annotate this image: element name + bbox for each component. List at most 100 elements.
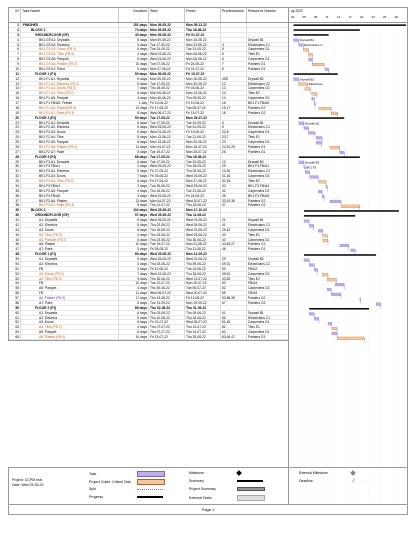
table-row[interactable]: 28 FLOOR 3 (F3) 68 days Tue 17-05-22 Thu 18-… [9,154,289,160]
summary-bar [293,24,406,26]
col-duration[interactable]: Duration [119,8,149,22]
table-row[interactable]: 44 A4: Tiles (FB 3) 4 days Thu 23-06-22 Wed … [9,232,289,238]
table-row[interactable]: 21 BK1.F2.A1: Drywalls 6 days Tue 17-05-22 T… [9,120,289,126]
table-row[interactable]: 6 BK1.GF.A3: Doors (FB 2) 6 days Tue 24-05-… [9,47,289,53]
table-row[interactable]: 60 A1: Drywalls 6 days Thu 02-06-22 Thu 09-0… [9,310,289,316]
row-id: 32 [9,174,21,178]
table-row[interactable]: 58 A7: Paint 5 days Tue 13-09-22 Mon 19-09-2… [9,300,289,306]
table-row[interactable]: 4 BK1.GF.A1: Drywalls 6 days Mon 09-05-22 Mo… [9,37,289,43]
start-date: Tue 17-05-22 [149,115,185,120]
summary-bar [303,254,377,256]
task-name: BK1.F3.A5: Parquet [21,188,119,193]
table-row[interactable]: 47 A7: Paint 5 days Fri 05-08-22 Thu 11-08-2… [9,247,289,253]
table-row[interactable]: 62 A3: Doors 6 days Fri 01-07-22 Wed 06-07-2… [9,320,289,326]
finish-date: Mon 18-07-22 [185,144,221,149]
table-row[interactable]: 8 BK1.GF.A5: Parquet 6 days Wed 01-06-22 Mon… [9,57,289,62]
start-date: Thu 16-06-22 [149,227,185,232]
table-row[interactable]: 26 BK1.F2.A6: Plaster (FB 2) 11 days Mon 04… [9,144,289,150]
col-finish[interactable]: Finish [185,8,221,22]
table-row[interactable]: 17 BK1.F1.FB/A5: Feeder 1 day Fri 10-06-22 F… [9,101,289,106]
finish-date: Mon 19-09-22 [185,300,221,305]
finish-date: Tue 05-07-22 [185,286,221,291]
table-row[interactable]: 29 BK1.F3.A1: Drywalls 6 days Tue 17-05-22 T… [9,159,289,165]
project-date: Date: Wed 03-05-23 [12,483,44,487]
table-row[interactable]: 30 BK1.F3.FB/A1 2 days Wed 25-05-22 Thu 26-0… [9,164,289,170]
table-row[interactable]: 18 BK1.F1.A6: Plaster(FB 5) 13 days Fri 17-… [9,105,289,111]
finish-date: Mon 20-06-22 [185,140,221,144]
row-id: 22 [9,125,21,130]
table-row[interactable]: 56 FB 11 days Wed 06-07-22 Wed 20-07-22 55 FB/… [9,291,289,296]
table-row[interactable]: 45 A5: Parquet (FB 2) 6 days Thu 23-06-22 Th… [9,237,289,243]
table-row[interactable]: 25 BK1.F2.A5: Parquet 6 days Mon 13-06-22 Mo… [9,140,289,145]
predecessors: 22,8 [221,130,247,135]
table-row[interactable]: 53 A4: Tiles (FB 3) 9 days Thu 30-06-22 Wed … [9,276,289,282]
task-name: A5: Parquet [21,286,119,291]
table-row[interactable]: 46 A6: Plaster 10 days Tue 19-07-22 Mon 01-0… [9,242,289,248]
table-row[interactable]: 27 BK1.F2.A7: Paint 5 days Tue 19-07-22 Mon … [9,149,289,155]
duration: 5 days [119,222,149,227]
predecessors: 52 [221,286,247,291]
col-id[interactable]: ID [9,8,21,22]
table-row[interactable]: 50 A2: Electrics 5 days Thu 02-06-22 Thu 09-… [9,261,289,267]
table-row[interactable]: 64 A5: Parquet 6 days Thu 07-07-22 Thu 14-07… [9,330,289,335]
task-bar [318,180,327,184]
table-row[interactable]: 14 BK1.F1.A3: Doors (FB 3) 7 days Thu 26-05… [9,86,289,92]
table-row[interactable]: 34 BK1.F3.FB/A4 2 days Tue 28-06-22 Wed 29-0… [9,183,289,189]
row-id: 59 [9,305,21,310]
predecessors: 62 [221,330,247,334]
start-date: Thu 02-06-22 [149,310,185,315]
table-row[interactable]: 57 A6: Plaster (FB 9) 17 days Thu 19-08-22 F… [9,296,289,301]
finish-date: Wed 01-06-22 [185,218,221,222]
table-row[interactable]: 31 BK1.F3.A2: Electrics 5 days Fri 27-05-22… [9,169,289,175]
col-task-name[interactable]: Task Name [21,8,119,22]
table-row[interactable]: 49 A1: Drywalls 6 days Wed 25-05-22 Wed 01-0… [9,257,289,262]
table-row[interactable]: 13 BK1.F1.A2: Electrics (FB 2) 5 days Tue 1… [9,81,289,87]
row-id: 36 [9,193,21,198]
table-row[interactable]: 42 A2: Electrics 5 days Thu 02-06-22 Wed 08-… [9,222,289,228]
table-row[interactable]: 38 BK1.F3.A7: Paint (FB 4) 8 days Thu 21-07… [9,203,289,209]
table-row[interactable]: 43 A3: Doors 6 days Thu 16-06-22 Wed 22-06-2… [9,227,289,233]
col-resource-names[interactable]: Resource Names [247,8,289,22]
table-row[interactable]: 15 BK1.F1.A4: Tiles (FB 2) 6 days Mon 06-06… [9,91,289,97]
table-row[interactable]: 40 GROUNDFLOOR (GF) 57 days Wed 25-05-22 Thu… [9,213,289,218]
start-date: Fri 10-06-22 [149,266,185,271]
table-row[interactable]: 22 BK1.F2.A2: Electrics 5 days Wed 25-05-22… [9,125,289,131]
table-row[interactable]: 54 FB 10 days Tue 12-07-22 Mon 25-07-22 53 FB/… [9,281,289,287]
finish-date: Thu 30-06-22 [185,237,221,242]
finish-date: Mon 30-05-22 [185,81,221,86]
table-row[interactable]: 41 A1: Drywalls 6 days Wed 25-05-22 Wed 01-0… [9,218,289,223]
resource-names: Tiles E2 [247,91,289,96]
start-date: Tue 17-05-22 [149,81,185,86]
finish-date: Fri 01-07-22 [185,66,221,71]
split-swatch-icon [137,488,163,490]
table-row[interactable]: 35 BK1.F3.A5: Parquet 4 days Thu 16-06-22 Tu… [9,188,289,194]
duration: 6 days [119,218,149,222]
start-date: Wed 01-06-22 [149,52,185,57]
duration: 4 days [119,286,149,291]
task-name: GROUNDFLOOR (GF) [21,32,119,37]
table-row[interactable]: 5 BK1.GF.A2: Electrics 5 days Tue 17-05-22 M… [9,42,289,48]
task-bar [350,248,356,252]
finish-date: Wed 08-06-22 [185,222,221,227]
table-row[interactable]: 12 BK1.F1.A1: Drywalls 6 days Mon 09-05-22 M… [9,76,289,82]
table-row[interactable]: 7 BK1.GF.A4: Tiles (FB 3) 4 days Wed 01-06-… [9,52,289,58]
table-row[interactable]: 32 BK1.F3.A3: Doors 7 days Fri 03-06-22 Wed … [9,174,289,179]
table-row[interactable]: 19 BK1.F1.A7: Paint (FB 3) 8 days Wed 06-07… [9,110,289,116]
table-row[interactable]: 9 BK1.GF.A6: Plaster (FB 2) 10 days Tue 07-… [9,62,289,67]
finish-date: Thu 26-05-22 [185,164,221,169]
table-row[interactable]: 10 BK1.GF.A7: Paint 5 days Mon 27-06-22 Fri … [9,66,289,72]
table-row[interactable]: 37 BK1.F3.A6: Plaster 13 days Mon 04-07-22 W… [9,198,289,204]
gantt-chart[interactable]: ay 2022 02 05 08 11 14 17 20 23 26 29 Drywall B1 E… [288,7,408,505]
task-name: A4: Tiles (FB 3) [21,276,119,281]
table-row[interactable]: 16 BK1.F1.A5: Parquet 4 days Mon 06-06-22 Th… [9,96,289,101]
col-start[interactable]: Start [149,8,185,22]
row-id: 15 [9,91,21,96]
timeline-week-label: 05 [302,15,306,19]
table-row[interactable]: 65 A6: Plaster (FB 4) 10 days Fri 15-07-22 T… [9,335,289,340]
task-bar [339,151,345,155]
predecessors [221,208,247,213]
task-bar [303,219,310,223]
table-row[interactable]: 33 BK1.F3.A4: Tiles (FB 2) 6 days Fri 17-06… [9,179,289,184]
col-predecessors[interactable]: Predecessors [221,8,247,22]
table-row[interactable]: 51 FB 3 days Fri 10-06-22 Tue 14-06-22 50 FB/A… [9,266,289,272]
